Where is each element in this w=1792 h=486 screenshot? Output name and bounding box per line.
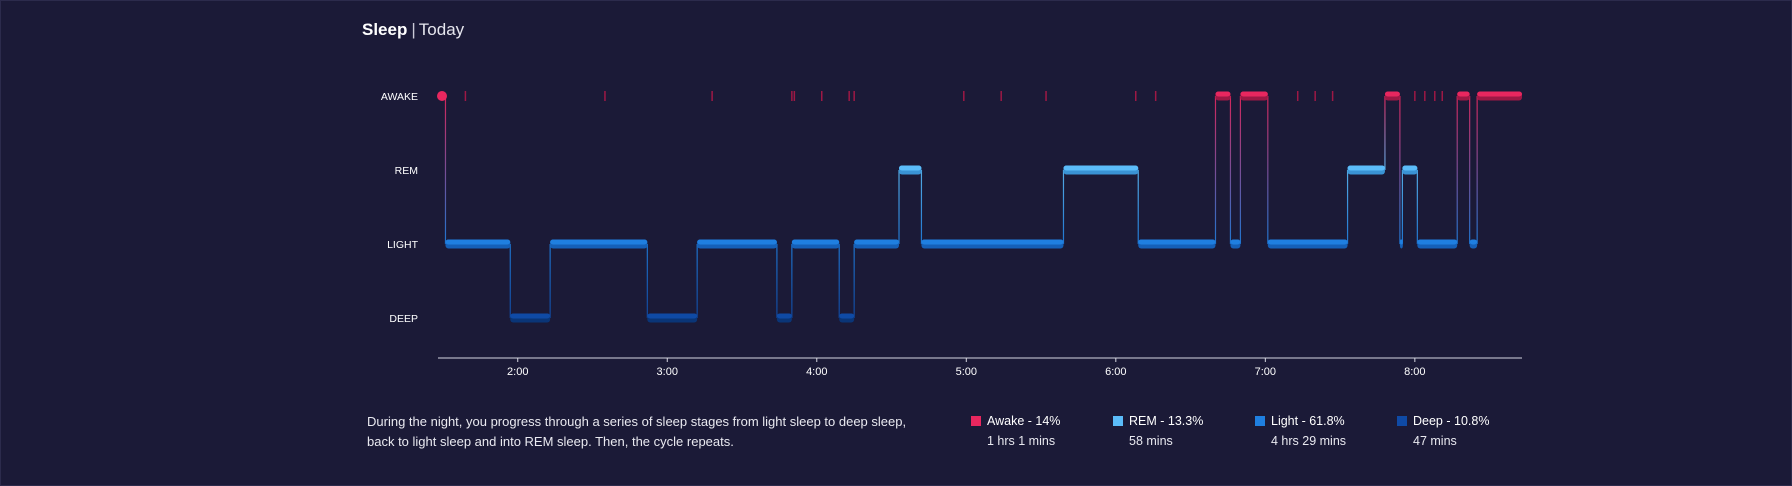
chart-title: Sleep xyxy=(362,20,408,39)
x-tick-label: 6:00 xyxy=(1105,366,1126,378)
segment-light xyxy=(791,239,840,245)
legend-row: Light - 61.8% xyxy=(1255,414,1346,428)
legend-row: Deep - 10.8% xyxy=(1397,414,1489,428)
x-tick-label: 4:00 xyxy=(806,366,827,378)
stage-transition xyxy=(838,244,840,318)
stage-transition xyxy=(444,96,447,244)
stage-transition xyxy=(853,244,855,318)
stage-transition xyxy=(1416,170,1418,244)
stage-transition xyxy=(776,244,778,318)
segment-light xyxy=(854,239,900,245)
x-tick-label: 5:00 xyxy=(956,366,977,378)
legend-item: Deep - 10.8% 47 mins xyxy=(1397,414,1489,448)
segment-light xyxy=(1267,239,1348,245)
segment-light xyxy=(921,239,1064,245)
stage-transition xyxy=(1456,96,1458,244)
stage-transition xyxy=(1399,96,1401,244)
stage-label-deep: DEEP xyxy=(389,313,418,325)
segment-light xyxy=(1138,239,1216,245)
title-separator: | xyxy=(411,20,416,39)
legend-item: REM - 13.3% 58 mins xyxy=(1113,414,1203,448)
sleep-start-dot xyxy=(437,91,447,101)
legend-label: Light - 61.8% xyxy=(1271,414,1345,428)
segment-rem xyxy=(1063,165,1139,171)
legend-label: Deep - 10.8% xyxy=(1413,414,1490,428)
segment-deep xyxy=(839,313,855,319)
segment-light xyxy=(1399,239,1403,245)
x-tick-label: 2:00 xyxy=(507,366,528,378)
stage-transition xyxy=(898,170,900,244)
legend-swatch xyxy=(971,416,981,426)
chart-header: Sleep | Today xyxy=(362,20,464,40)
segment-light xyxy=(550,239,648,245)
stage-label-light: LIGHT xyxy=(387,239,419,251)
legend-label: Awake - 14% xyxy=(987,414,1061,428)
stage-transition xyxy=(1239,96,1242,244)
stage-transition xyxy=(1346,170,1349,244)
segment-light xyxy=(1469,239,1478,245)
segment-deep xyxy=(510,313,551,319)
stage-transition xyxy=(1214,96,1217,244)
stage-transition xyxy=(1062,170,1065,244)
segment-awake xyxy=(1477,91,1522,97)
stage-transition xyxy=(549,244,551,318)
legend-item: Light - 61.8% 4 hrs 29 mins xyxy=(1255,414,1346,448)
legend-duration: 4 hrs 29 mins xyxy=(1271,434,1347,448)
segment-light xyxy=(445,239,511,245)
legend-swatch xyxy=(1397,416,1407,426)
legend-swatch xyxy=(1255,416,1265,426)
segment-awake xyxy=(1384,91,1400,97)
segment-rem xyxy=(899,165,922,171)
segment-awake xyxy=(1215,91,1231,97)
stage-transition xyxy=(1469,96,1471,244)
stage-label-awake: AWAKE xyxy=(381,91,418,103)
legend-row: REM - 13.3% xyxy=(1113,414,1203,428)
segment-light xyxy=(697,239,777,245)
stage-transition xyxy=(509,244,511,318)
x-tick-label: 7:00 xyxy=(1255,366,1276,378)
stage-transition xyxy=(1401,170,1403,244)
legend-swatch xyxy=(1113,416,1123,426)
legend-duration: 47 mins xyxy=(1413,434,1457,448)
stage-transition xyxy=(646,244,648,318)
sleep-description: During the night, you progress through a… xyxy=(367,414,907,449)
segment-rem xyxy=(1347,165,1385,171)
segment-awake xyxy=(1457,91,1470,97)
x-tick-label: 3:00 xyxy=(657,366,678,378)
sleep-stage-chart: AWAKE REM LIGHT DEEP 2:00 3:00 4:00 5:00 6:00 7:0… xyxy=(381,91,1522,378)
stage-label-rem: REM xyxy=(395,165,418,177)
segment-awake xyxy=(1240,91,1268,97)
legend-duration: 58 mins xyxy=(1129,434,1173,448)
stage-transition xyxy=(1476,96,1478,244)
stage-transition xyxy=(1137,170,1139,244)
segment-rem xyxy=(1402,165,1418,171)
legend-row: Awake - 14% xyxy=(971,414,1060,428)
stage-transition xyxy=(1229,96,1232,244)
stage-transition xyxy=(791,244,793,318)
legend-item: Awake - 14% 1 hrs 1 mins xyxy=(971,414,1060,448)
stage-transition xyxy=(1267,96,1269,244)
legend-label: REM - 13.3% xyxy=(1129,414,1204,428)
segment-deep xyxy=(776,313,792,319)
chart-period: Today xyxy=(418,20,465,39)
stage-transition xyxy=(1384,96,1386,170)
x-tick-label: 8:00 xyxy=(1404,366,1425,378)
segment-light xyxy=(1230,239,1241,245)
legend-duration: 1 hrs 1 mins xyxy=(987,434,1056,448)
segment-deep xyxy=(647,313,698,319)
stage-transition xyxy=(920,170,923,244)
stage-transition xyxy=(696,244,698,318)
segment-light xyxy=(1417,239,1458,245)
